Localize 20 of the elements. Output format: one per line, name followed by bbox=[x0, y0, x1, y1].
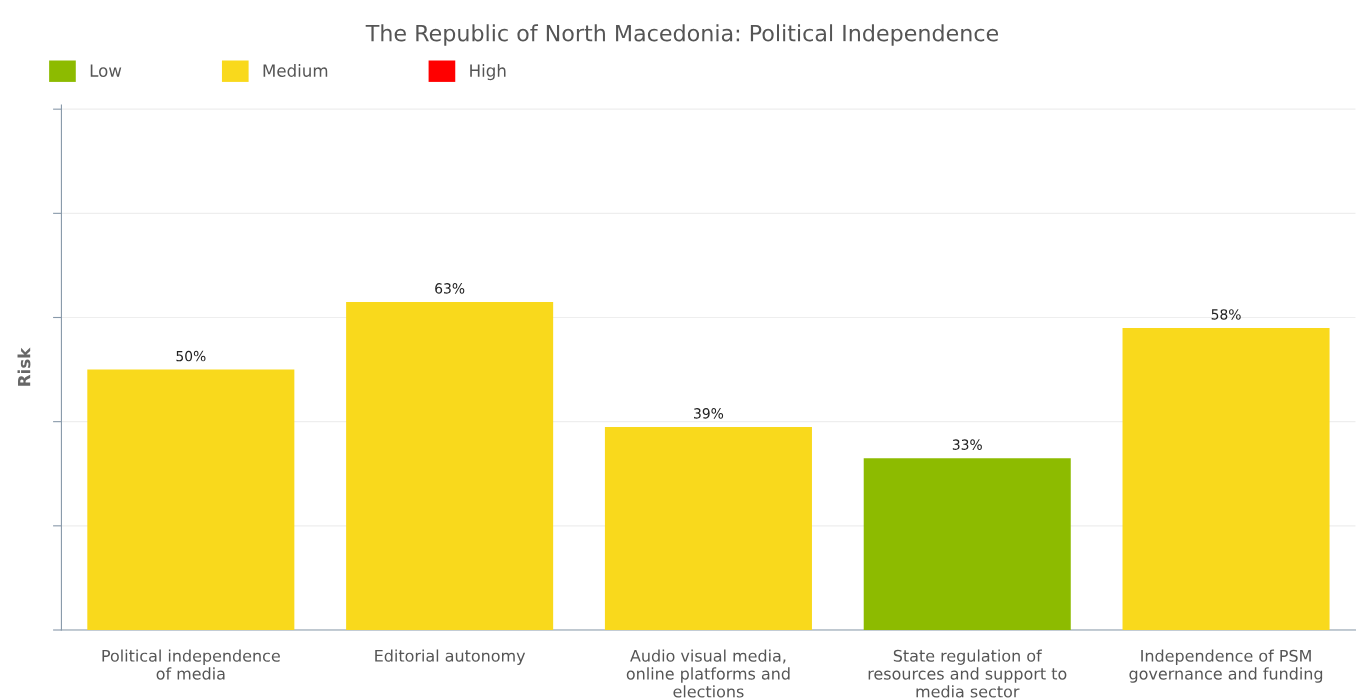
data-label: 39% bbox=[694, 408, 724, 419]
legend-label: Medium bbox=[263, 64, 328, 77]
y-axis-title: Risk bbox=[17, 347, 31, 386]
bar bbox=[87, 369, 295, 630]
data-label: 63% bbox=[435, 283, 465, 294]
x-tick-label: Editorial autonomy bbox=[375, 649, 526, 665]
bar bbox=[863, 458, 1071, 630]
data-label: 50% bbox=[176, 350, 206, 362]
x-tick-label: State regulation of resources and support to media sector bbox=[868, 649, 1067, 698]
data-label: 58% bbox=[1211, 309, 1241, 320]
bar bbox=[1122, 327, 1330, 630]
bar bbox=[346, 301, 554, 630]
legend-label: High bbox=[470, 64, 506, 81]
data-label: 33% bbox=[952, 439, 982, 450]
x-tick-label: Independence of PSM governance and funding bbox=[1129, 649, 1323, 683]
chart-title: The Republic of North Macedonia: Political Independence bbox=[365, 24, 999, 46]
bar bbox=[604, 426, 812, 630]
x-tick-label: Political independence of media bbox=[102, 649, 280, 680]
x-tick-label: Audio visual media, online platforms and elections bbox=[626, 649, 790, 698]
legend-label: Low bbox=[90, 64, 122, 77]
